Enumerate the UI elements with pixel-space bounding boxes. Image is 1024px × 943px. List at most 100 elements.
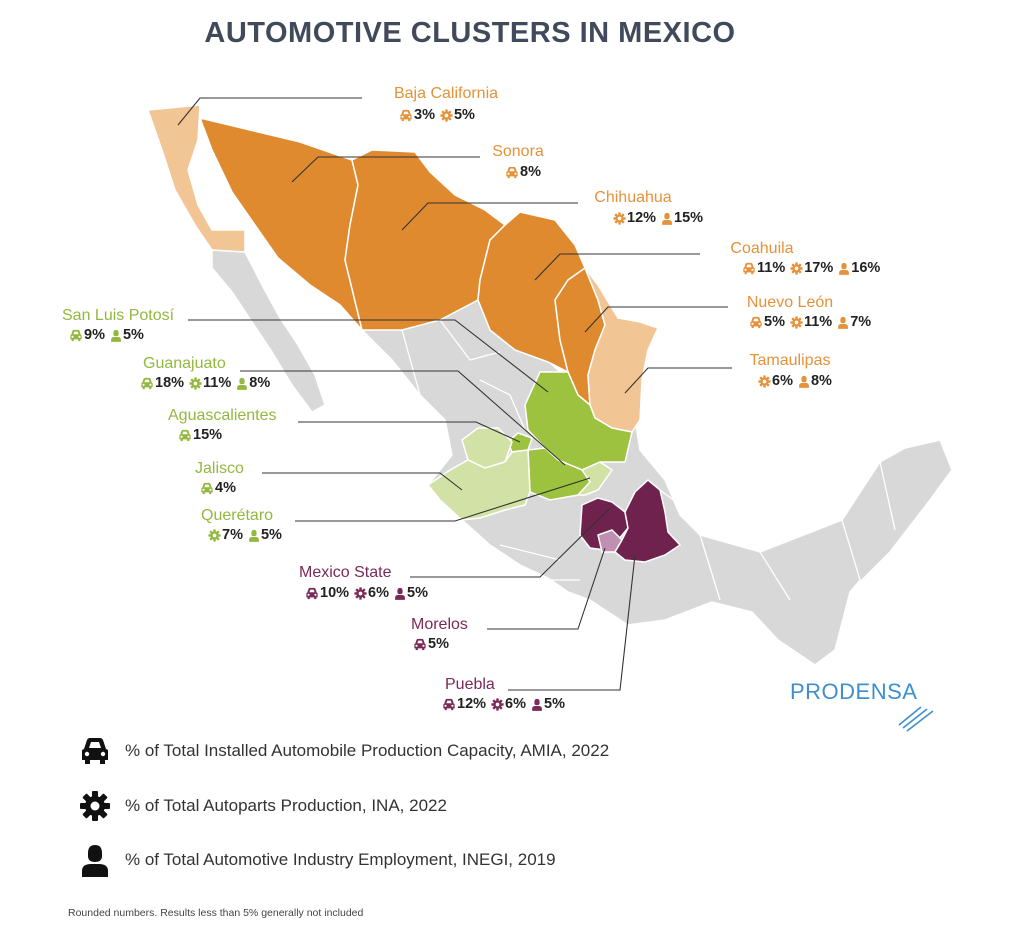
stats-san-luis-potosi: 9% 5% [67, 327, 144, 343]
stat-text: 5% [544, 696, 565, 712]
stat-car-value: 12% [442, 696, 486, 712]
stats-guanajuato: 18% 11% 8% [138, 375, 270, 391]
stat-text: 8% [249, 375, 271, 391]
stat-text: 12% [627, 210, 657, 226]
person-icon [78, 843, 112, 877]
label-jalisco: Jalisco [195, 460, 244, 477]
stat-car-value: 5% [413, 636, 449, 652]
stat-text: 6% [505, 696, 526, 712]
stat-gear-value: 5% [440, 107, 475, 123]
stat-person-value: 5% [110, 327, 144, 343]
person-icon [110, 329, 122, 342]
stat-text: 11% [803, 314, 833, 330]
aguascalientes-shape [507, 432, 533, 453]
stat-car-value: 10% [305, 585, 349, 601]
stat-gear-value: 12% [613, 210, 656, 226]
stat-car-value: 8% [505, 164, 541, 180]
stat-text: 7% [850, 314, 872, 330]
label-coahuila: Coahuila [730, 240, 794, 257]
car-icon [140, 377, 154, 390]
car-icon [200, 482, 214, 495]
stat-text: 8% [810, 373, 832, 389]
car-icon [742, 262, 756, 275]
gear-icon [78, 789, 112, 823]
stat-gear-value: 17% [790, 260, 833, 276]
car-icon [78, 734, 112, 768]
stat-car-value: 11% [742, 260, 785, 276]
label-nuevo-leon: Nuevo León [746, 294, 834, 311]
stat-person-value: 15% [661, 210, 703, 226]
stats-chihuahua: 12% 15% [611, 210, 703, 226]
gear-icon [491, 697, 504, 711]
gear-icon [208, 528, 221, 542]
person-icon [798, 375, 810, 388]
stat-person-value: 5% [394, 585, 428, 601]
car-icon [413, 638, 427, 651]
stat-text: 8% [520, 164, 541, 180]
stat-text: 15% [193, 427, 223, 443]
stat-person-value: 5% [248, 527, 282, 543]
stat-person-value: 8% [236, 375, 270, 391]
car-icon [505, 166, 519, 179]
stat-text: 5% [453, 107, 475, 123]
base-borders [401, 319, 896, 601]
stat-text: 6% [772, 373, 793, 389]
label-chihuahua: Chihuahua [594, 189, 672, 206]
stats-baja-california: 3% 5% [397, 107, 475, 123]
stat-text: 5% [764, 314, 785, 330]
label-puebla: Puebla [445, 676, 495, 693]
stats-tamaulipas: 6% 8% [756, 373, 832, 389]
stat-text: 15% [674, 210, 704, 226]
stat-car-value: 9% [69, 327, 105, 343]
map-title: AUTOMOTIVE CLUSTERS IN MEXICO [204, 17, 736, 49]
label-san-luis-potosi: San Luis Potosí [62, 307, 175, 324]
baja-california-shape [146, 104, 246, 253]
car-icon [442, 698, 456, 711]
car-icon [305, 587, 319, 600]
stat-text: 3% [414, 107, 435, 123]
legend-row-person: % of Total Automotive Industry Employmen… [78, 843, 556, 877]
person-icon [236, 377, 248, 390]
stat-person-value: 7% [837, 314, 871, 330]
label-queretaro: Querétaro [201, 507, 274, 524]
sonora-shape [198, 116, 363, 331]
stats-nuevo-leon: 5% 11% 7% [747, 314, 871, 330]
leader-lines [177, 97, 732, 691]
legend-text-person: % of Total Automotive Industry Employmen… [125, 850, 556, 869]
stats-morelos: 5% [411, 636, 449, 652]
stat-gear-value: 7% [208, 527, 243, 543]
stat-car-value: 18% [140, 375, 184, 391]
stat-gear-value: 6% [491, 696, 526, 712]
stat-text: 5% [260, 527, 282, 543]
stats-mexico-state: 10% 6% 5% [303, 585, 428, 601]
legend-text-gear: % of Total Autoparts Production, INA, 20… [125, 796, 447, 815]
stat-text: 16% [851, 260, 881, 276]
stat-text: 10% [320, 585, 350, 601]
stat-text: 9% [84, 327, 105, 343]
stat-gear-value: 11% [790, 314, 832, 330]
gear-icon [613, 211, 626, 225]
stat-car-value: 5% [749, 314, 785, 330]
stat-text: 7% [222, 527, 243, 543]
car-icon [399, 109, 413, 122]
prodensa-logo-mark [898, 706, 934, 732]
stat-car-value: 4% [200, 480, 236, 496]
stats-queretaro: 7% 5% [206, 527, 282, 543]
legend-row-gear: % of Total Autoparts Production, INA, 20… [78, 789, 447, 823]
stat-text: 5% [407, 585, 428, 601]
tamaulipas-shape [584, 267, 660, 433]
person-icon [661, 212, 673, 225]
stats-sonora: 8% [503, 164, 541, 180]
gear-icon [790, 315, 803, 329]
stat-text: 17% [804, 260, 834, 276]
stat-text: 5% [122, 327, 144, 343]
footnote: Rounded numbers. Results less than 5% ge… [68, 907, 364, 919]
jalisco-shape [426, 449, 531, 521]
person-icon [837, 316, 849, 329]
label-sonora: Sonora [492, 143, 544, 160]
stat-text: 11% [203, 375, 232, 391]
gear-icon [790, 261, 803, 275]
queretaro-shape [576, 461, 614, 496]
puebla-shape [614, 479, 682, 563]
